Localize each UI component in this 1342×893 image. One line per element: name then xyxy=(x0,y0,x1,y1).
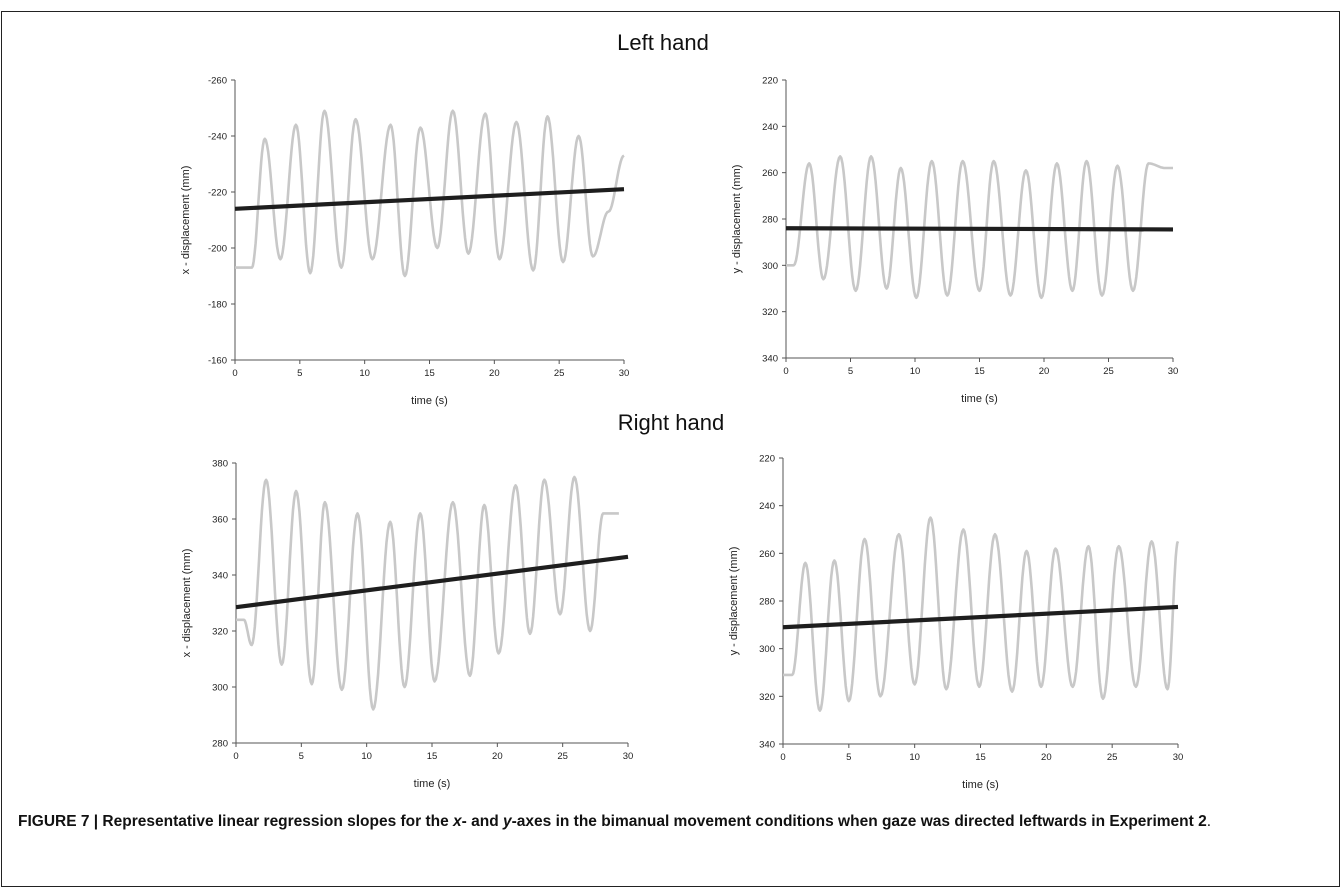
caption-connector: - and xyxy=(461,813,503,830)
y-tick-label: 300 xyxy=(212,683,228,694)
chart-right-y: 220 240 260 280 300 320 340 0 5 10 15 20 25 30 time (s… xyxy=(728,454,1183,792)
displacement-trace xyxy=(235,109,625,278)
y-axis-label: y - displacement (mm) xyxy=(728,547,740,656)
y-tick-label: -180 xyxy=(208,300,227,311)
x-axis-label: time (s) xyxy=(411,395,448,407)
figure-caption: FIGURE 7 | Representative linear regress… xyxy=(18,810,1333,834)
regression-line xyxy=(235,554,629,610)
chart-right-x: 280 300 320 340 360 380 0 5 10 15 20 25 30 time (s) x … xyxy=(181,459,633,791)
y-tick-label: 340 xyxy=(762,354,778,365)
y-tick-label: 260 xyxy=(762,168,778,179)
y-tick-label: 300 xyxy=(759,644,775,655)
y-tick-label: 260 xyxy=(759,549,775,560)
x-tick-label: 20 xyxy=(489,368,500,379)
x-tick-label: 5 xyxy=(848,366,853,377)
x-tick-label: 25 xyxy=(554,368,565,379)
x-tick-label: 5 xyxy=(299,751,304,762)
x-tick-label: 0 xyxy=(232,368,237,379)
x-tick-label: 30 xyxy=(623,751,634,762)
x-tick-label: 0 xyxy=(783,366,788,377)
y-tick-label: 340 xyxy=(212,571,228,582)
x-tick-label: 20 xyxy=(492,751,503,762)
y-tick-label: -220 xyxy=(208,188,227,199)
y-tick-label: 220 xyxy=(759,454,775,465)
caption-x-axis: x xyxy=(453,813,462,830)
regression-line xyxy=(785,226,1174,232)
x-tick-label: 25 xyxy=(557,751,568,762)
x-axis-label: time (s) xyxy=(962,779,999,791)
y-tick-label: 380 xyxy=(212,459,228,470)
x-tick-label: 0 xyxy=(233,751,238,762)
y-tick-label: 280 xyxy=(762,215,778,226)
displacement-trace xyxy=(786,155,1174,300)
x-tick-label: 20 xyxy=(1041,752,1052,763)
x-tick-label: 30 xyxy=(1173,752,1184,763)
y-tick-label: 320 xyxy=(759,692,775,703)
y-tick-label: -240 xyxy=(208,132,227,143)
x-tick-label: 10 xyxy=(359,368,370,379)
caption-period: . xyxy=(1206,813,1212,830)
x-axis-label: time (s) xyxy=(414,778,451,790)
section-title-left-hand: Left hand xyxy=(617,30,709,55)
x-tick-label: 5 xyxy=(846,752,851,763)
displacement-trace xyxy=(783,516,1180,712)
caption-lead: FIGURE 7 | Representative linear regress… xyxy=(18,813,454,830)
x-tick-label: 30 xyxy=(1168,366,1179,377)
x-tick-label: 15 xyxy=(974,366,985,377)
x-tick-label: 10 xyxy=(361,751,372,762)
y-tick-label: -160 xyxy=(208,356,227,367)
x-axis-label: time (s) xyxy=(961,393,998,405)
regression-line xyxy=(782,604,1179,630)
y-tick-label: 320 xyxy=(762,307,778,318)
caption-tail: -axes in the bimanual movement condition… xyxy=(511,813,1207,830)
y-tick-label: 360 xyxy=(212,515,228,526)
y-tick-label: 240 xyxy=(762,122,778,133)
x-tick-label: 10 xyxy=(910,366,921,377)
x-tick-label: 0 xyxy=(780,752,785,763)
x-tick-label: 25 xyxy=(1107,752,1118,763)
y-tick-label: 280 xyxy=(212,739,228,750)
x-tick-label: 15 xyxy=(424,368,435,379)
x-tick-label: 30 xyxy=(619,368,630,379)
chart-left-y: 220 240 260 280 300 320 340 0 5 10 15 20 25 30 time (s… xyxy=(731,76,1178,406)
y-tick-label: 320 xyxy=(212,627,228,638)
x-tick-label: 15 xyxy=(427,751,438,762)
y-axis-label: x - displacement (mm) xyxy=(180,166,192,275)
y-axis-label: y - displacement (mm) xyxy=(731,165,743,274)
section-title-right-hand: Right hand xyxy=(617,410,725,435)
y-tick-label: -260 xyxy=(208,76,227,87)
y-tick-label: 300 xyxy=(762,261,778,272)
y-tick-label: 280 xyxy=(759,597,775,608)
x-tick-label: 25 xyxy=(1103,366,1114,377)
y-tick-label: 220 xyxy=(762,76,778,87)
x-tick-label: 10 xyxy=(909,752,920,763)
y-tick-label: 340 xyxy=(759,740,775,751)
x-tick-label: 20 xyxy=(1039,366,1050,377)
x-tick-label: 5 xyxy=(297,368,302,379)
y-tick-label: -200 xyxy=(208,244,227,255)
y-tick-label: 240 xyxy=(759,501,775,512)
caption-y-axis: y xyxy=(503,813,512,830)
y-axis-label: x - displacement (mm) xyxy=(181,549,193,658)
chart-left-x: -260 -240 -220 -200 -180 -160 0 5 10 15 20 25 30 time… xyxy=(180,76,629,408)
displacement-trace xyxy=(236,475,619,711)
figure-frame xyxy=(1,11,1340,887)
regression-line xyxy=(234,187,625,211)
x-tick-label: 15 xyxy=(975,752,986,763)
